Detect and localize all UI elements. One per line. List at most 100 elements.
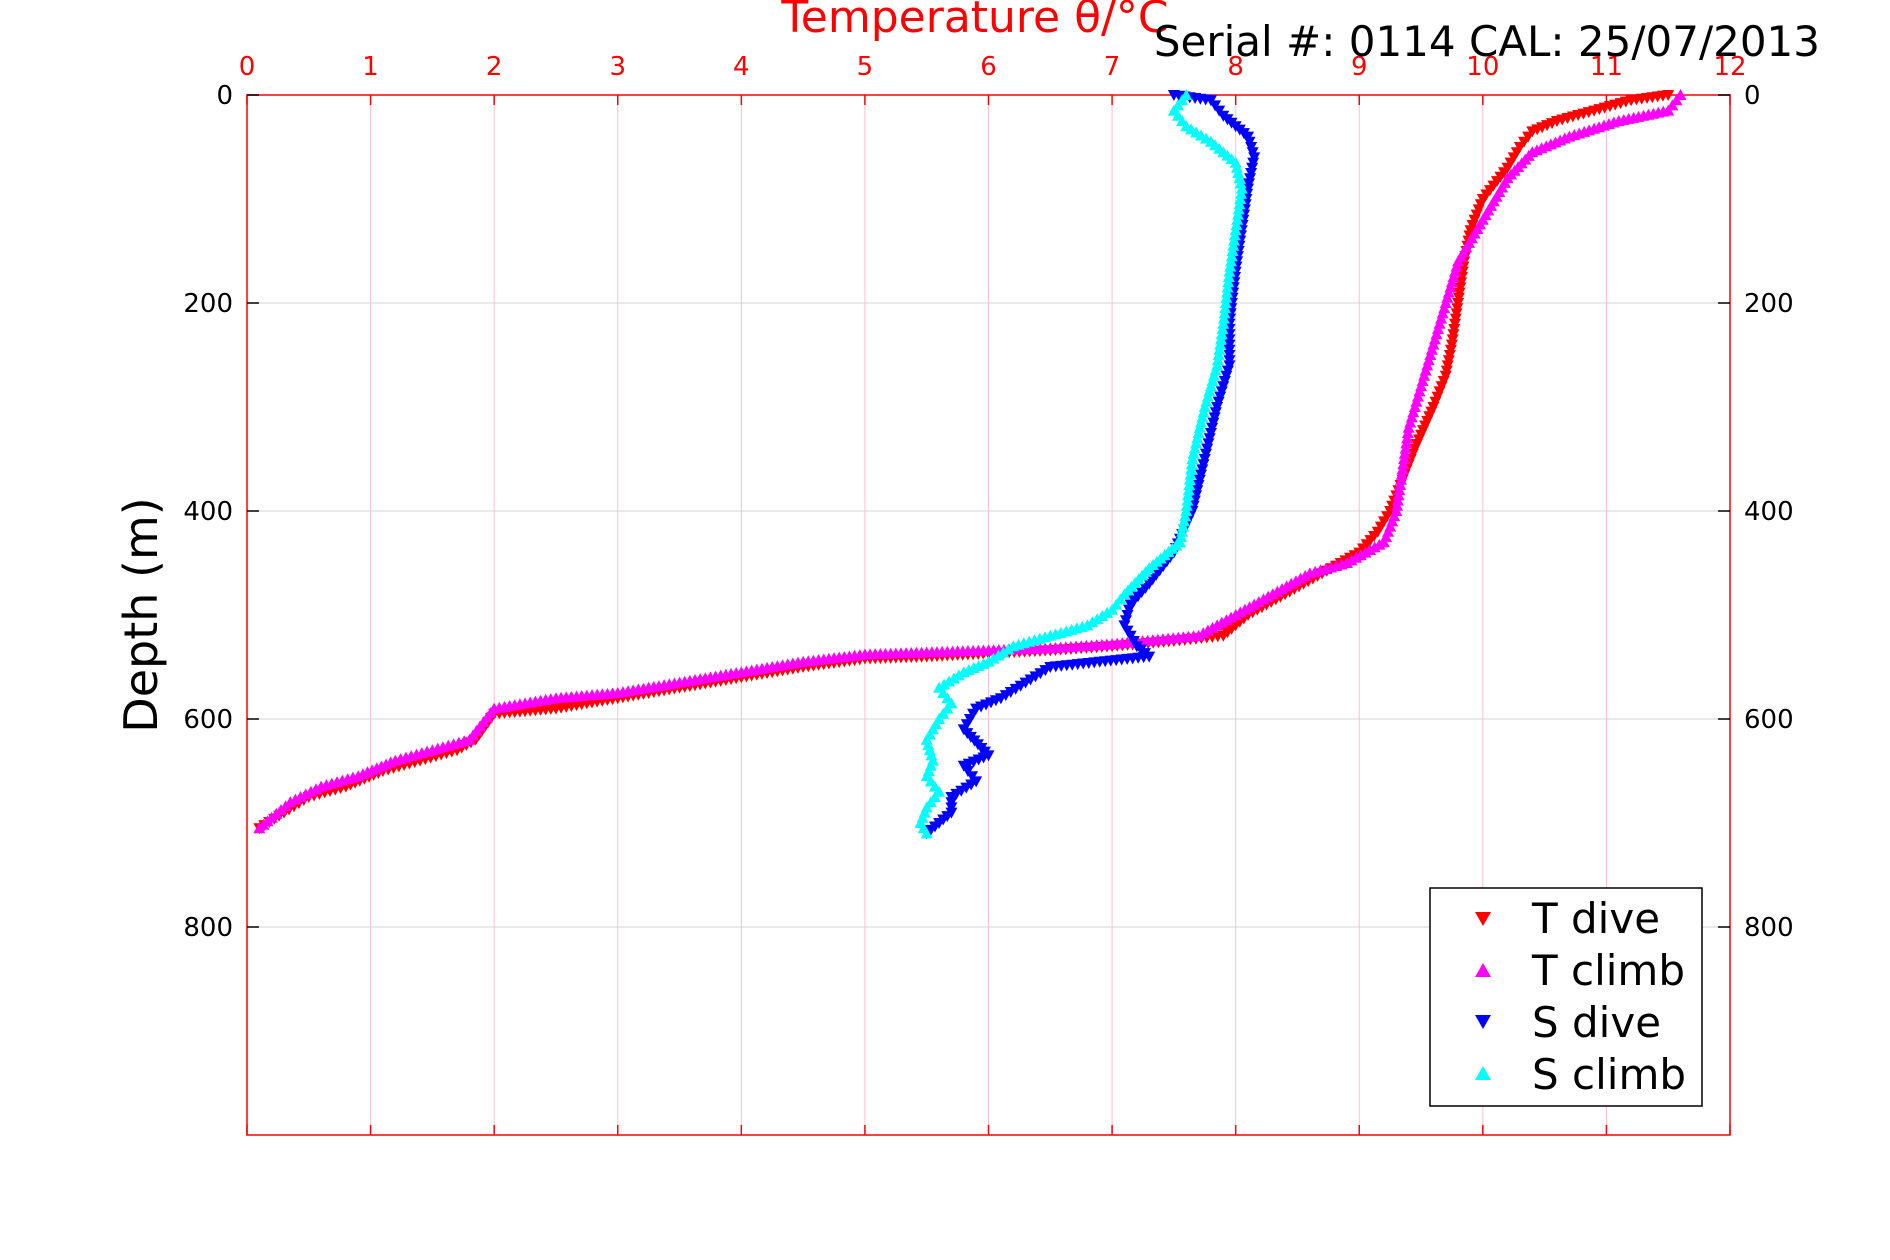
point-s-climb (1227, 239, 1240, 251)
point-s-dive (960, 782, 973, 794)
chart-title: Temperature θ/°C (780, 0, 1168, 43)
y-axis-label: Depth (m) (114, 497, 168, 732)
point-s-climb (1193, 421, 1206, 433)
point-s-climb (1231, 208, 1244, 220)
point-s-dive (955, 785, 968, 797)
point-t-climb (253, 822, 266, 834)
y-tick-label-right: 200 (1744, 289, 1794, 319)
point-s-climb (1222, 276, 1235, 288)
point-s-dive (970, 776, 983, 788)
point-s-climb (1223, 265, 1236, 277)
point-t-climb (1401, 432, 1414, 444)
point-t-climb (1397, 458, 1410, 470)
point-s-climb (1221, 286, 1234, 298)
point-s-climb (1185, 458, 1198, 470)
point-t-climb (1393, 484, 1406, 496)
x-tick-label: 11 (1590, 52, 1623, 82)
point-s-climb (1229, 224, 1242, 236)
point-s-climb (1185, 463, 1198, 475)
legend-label-s-dive: S dive (1532, 998, 1661, 1047)
point-s-climb (1186, 453, 1199, 464)
point-s-climb (1182, 484, 1195, 496)
point-s-dive (1019, 677, 1032, 689)
data-points (253, 89, 1687, 840)
point-s-climb (1198, 401, 1211, 412)
point-s-climb (920, 827, 933, 839)
y-tick-label-left: 800 (183, 913, 233, 943)
y-tick-label-right: 800 (1744, 913, 1794, 943)
x-tick-label: 4 (733, 52, 750, 82)
point-s-climb (1180, 499, 1193, 511)
legend-marker-s-dive (1475, 1015, 1491, 1029)
point-s-dive (1014, 680, 1027, 692)
point-t-climb (1398, 447, 1411, 459)
x-tick-label: 12 (1713, 52, 1746, 82)
point-s-climb (1217, 317, 1230, 329)
point-s-climb (1214, 338, 1227, 350)
point-s-climb (1216, 323, 1229, 334)
y-tick-label-right: 600 (1744, 705, 1794, 735)
point-s-climb (1218, 307, 1231, 319)
point-t-climb (1392, 489, 1405, 501)
y-tick-label-left: 400 (183, 497, 233, 527)
x-tick-label: 10 (1466, 52, 1499, 82)
series-s-climb (914, 89, 1248, 839)
point-s-climb (1225, 250, 1238, 262)
point-s-climb (1232, 203, 1245, 215)
point-s-climb (1178, 515, 1191, 527)
point-s-dive (1009, 683, 1022, 695)
legend: T dive T climb S dive S climb (1429, 887, 1703, 1107)
point-t-climb (1402, 421, 1415, 433)
point-s-climb (1234, 193, 1247, 204)
x-tick-label: 9 (1351, 52, 1368, 82)
point-s-climb (1179, 510, 1192, 522)
point-s-climb (1235, 182, 1248, 194)
legend-marker-t-dive (1475, 912, 1491, 926)
x-tick-label: 3 (609, 52, 626, 82)
x-tick-label: 2 (486, 52, 503, 82)
point-s-dive (1044, 662, 1057, 673)
point-s-climb (1214, 333, 1227, 345)
point-s-climb (1234, 177, 1247, 189)
x-tick-label: 6 (980, 52, 997, 82)
y-tick-label-right: 0 (1744, 81, 1761, 111)
legend-label-s-climb: S climb (1532, 1050, 1686, 1099)
point-s-climb (1190, 437, 1203, 449)
point-s-climb (1175, 531, 1188, 542)
point-s-climb (1217, 312, 1230, 324)
point-s-climb (1192, 427, 1205, 438)
point-t-climb (1396, 463, 1409, 475)
point-s-climb (1235, 187, 1248, 199)
point-t-climb (1401, 427, 1414, 438)
point-s-climb (1226, 245, 1239, 256)
point-s-climb (1228, 234, 1241, 246)
point-s-dive (1034, 668, 1047, 680)
point-s-climb (1211, 354, 1224, 366)
point-s-climb (1182, 489, 1195, 501)
point-s-dive (999, 690, 1012, 702)
point-s-climb (1231, 213, 1244, 225)
x-tick-label: 7 (1104, 52, 1121, 82)
point-s-climb (1220, 291, 1233, 303)
y-tick-label-left: 0 (216, 81, 233, 111)
y-tick-label-left: 600 (183, 705, 233, 735)
point-s-climb (1176, 525, 1189, 537)
legend-box (1429, 887, 1703, 1107)
x-tick-label: 0 (239, 52, 256, 82)
point-s-climb (1232, 167, 1245, 178)
point-s-climb (1188, 442, 1201, 454)
point-s-climb (1233, 172, 1246, 184)
point-s-climb (1229, 156, 1242, 168)
point-s-climb (1225, 255, 1238, 267)
point-s-climb (1177, 520, 1190, 532)
serial-cal-note: Serial #: 0114 CAL: 25/07/2013 (1154, 17, 1820, 66)
point-s-climb (1219, 302, 1232, 314)
legend-label-t-dive: T dive (1531, 894, 1660, 943)
point-s-climb (1180, 505, 1193, 516)
point-s-climb (1195, 416, 1208, 428)
point-s-climb (1183, 473, 1196, 485)
point-t-climb (1399, 442, 1412, 454)
point-s-climb (1184, 468, 1197, 480)
